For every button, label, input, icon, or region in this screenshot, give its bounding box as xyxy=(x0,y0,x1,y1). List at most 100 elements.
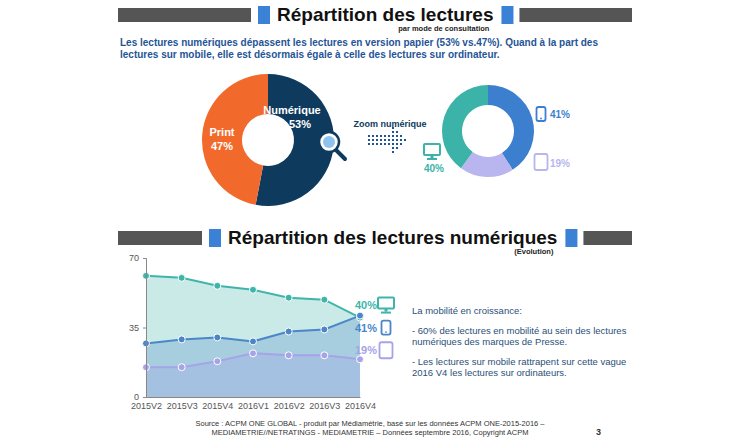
data-label: 41% xyxy=(355,322,377,334)
icon-stand xyxy=(385,309,388,312)
arrow-dot xyxy=(392,151,394,153)
series-marker xyxy=(321,352,328,359)
icon-button xyxy=(385,331,387,333)
donut xyxy=(442,85,534,177)
data-label: 53% xyxy=(289,118,311,130)
header-bar xyxy=(118,231,202,245)
page: Répartition des lecturespar mode de cons… xyxy=(0,0,750,448)
arrow-dot xyxy=(388,143,390,145)
tick-mark xyxy=(143,258,146,259)
header-bar xyxy=(519,8,632,22)
arrow-dot xyxy=(404,139,406,141)
slice xyxy=(202,74,268,205)
icon-screen xyxy=(424,144,440,155)
arrow-dot xyxy=(392,147,394,149)
axis-line xyxy=(143,259,147,398)
arrow-dot xyxy=(384,139,386,141)
tick: 2016V4 xyxy=(345,401,376,411)
tick-label: 2016V2 xyxy=(274,401,305,411)
magnifier-lens xyxy=(319,132,339,152)
series-line xyxy=(146,276,360,318)
arrow-dot xyxy=(372,143,374,145)
series-area xyxy=(146,353,360,397)
header-bar xyxy=(118,8,251,22)
tick-label: 2016V1 xyxy=(238,401,269,411)
magnifier-handle xyxy=(335,149,345,159)
header: Répartition des lectures numériques(Evol… xyxy=(118,227,632,256)
header-title: Répartition des lectures xyxy=(277,4,493,25)
data-label: 40% xyxy=(355,299,377,311)
header-bar xyxy=(583,231,632,245)
plot-area xyxy=(143,272,364,397)
icon-base xyxy=(381,312,391,314)
chart-svg: Répartition des lecturespar mode de cons… xyxy=(0,0,750,448)
icon-tablet xyxy=(535,154,548,170)
arrow-dot xyxy=(400,139,402,141)
series-marker xyxy=(250,338,257,345)
icon-screen xyxy=(378,298,394,309)
icon-desktop xyxy=(424,144,440,160)
axis-line xyxy=(147,397,361,398)
arrow-dot xyxy=(396,135,398,137)
icon-mobile xyxy=(537,107,546,121)
series-marker xyxy=(250,350,257,357)
tick-mark xyxy=(143,397,146,398)
arrow-dot xyxy=(392,131,394,133)
icon-tablet xyxy=(380,342,393,358)
icon-body xyxy=(537,107,546,121)
icon-desktop xyxy=(378,298,394,314)
tick-label: 70 xyxy=(129,253,139,263)
header-subtitle: (Evolution) xyxy=(514,247,554,256)
series-marker xyxy=(178,364,185,371)
intro-text: Les lectures numériques dépassent les le… xyxy=(120,37,635,61)
series-area xyxy=(146,276,360,397)
data-label: 41% xyxy=(550,109,570,120)
icon-body xyxy=(382,321,391,335)
series-marker xyxy=(357,312,364,319)
header-subtitle: par mode de consultation xyxy=(398,24,490,33)
annotation-bullet: - 60% des lectures en mobilité au sein d… xyxy=(412,325,627,348)
magnifier-icon xyxy=(319,132,345,159)
zoom-arrow xyxy=(368,127,406,153)
header-square xyxy=(501,6,513,24)
series-marker xyxy=(321,296,328,303)
arrow-dot xyxy=(380,143,382,145)
icon-base xyxy=(427,158,437,160)
slice-category: Numérique xyxy=(263,104,320,116)
data-label: 47% xyxy=(211,140,233,152)
arrow-dot xyxy=(380,135,382,137)
arrow-dot xyxy=(384,135,386,137)
tick: 2015V3 xyxy=(167,401,198,411)
arrow-dot xyxy=(400,135,402,137)
series-marker xyxy=(214,334,221,341)
donut xyxy=(202,74,334,206)
arrow-dot xyxy=(392,139,394,141)
tick: 2016V2 xyxy=(274,401,305,411)
arrow-dot xyxy=(376,143,378,145)
arrow-dot xyxy=(368,135,370,137)
tick-label: 2016V3 xyxy=(309,401,340,411)
page-number: 3 xyxy=(596,427,601,437)
tick-label: 2015V4 xyxy=(202,401,233,411)
annotation-title: La mobilité en croissance: xyxy=(412,305,627,317)
series-marker xyxy=(285,352,292,359)
header-square xyxy=(565,229,577,247)
arrow-dot xyxy=(400,143,402,145)
header-square xyxy=(209,229,221,247)
magnifier-glass xyxy=(323,136,335,148)
series-marker xyxy=(285,328,292,335)
icon-body xyxy=(380,342,393,358)
data-label: 19% xyxy=(355,344,377,356)
tick-label: 35 xyxy=(129,323,139,333)
tick: 2015V2 xyxy=(131,401,162,411)
arrow-dot xyxy=(388,139,390,141)
tick-label: 2016V4 xyxy=(345,401,376,411)
footer-source: Source : ACPM ONE GLOBAL - produit par M… xyxy=(160,419,580,437)
arrow-dot xyxy=(388,135,390,137)
header: Répartition des lecturespar mode de cons… xyxy=(118,4,632,33)
tick: 2016V1 xyxy=(238,401,269,411)
series-marker xyxy=(214,358,221,365)
header-title: Répartition des lectures numériques xyxy=(228,227,557,248)
arrow-dot xyxy=(392,135,394,137)
series-marker xyxy=(321,326,328,333)
